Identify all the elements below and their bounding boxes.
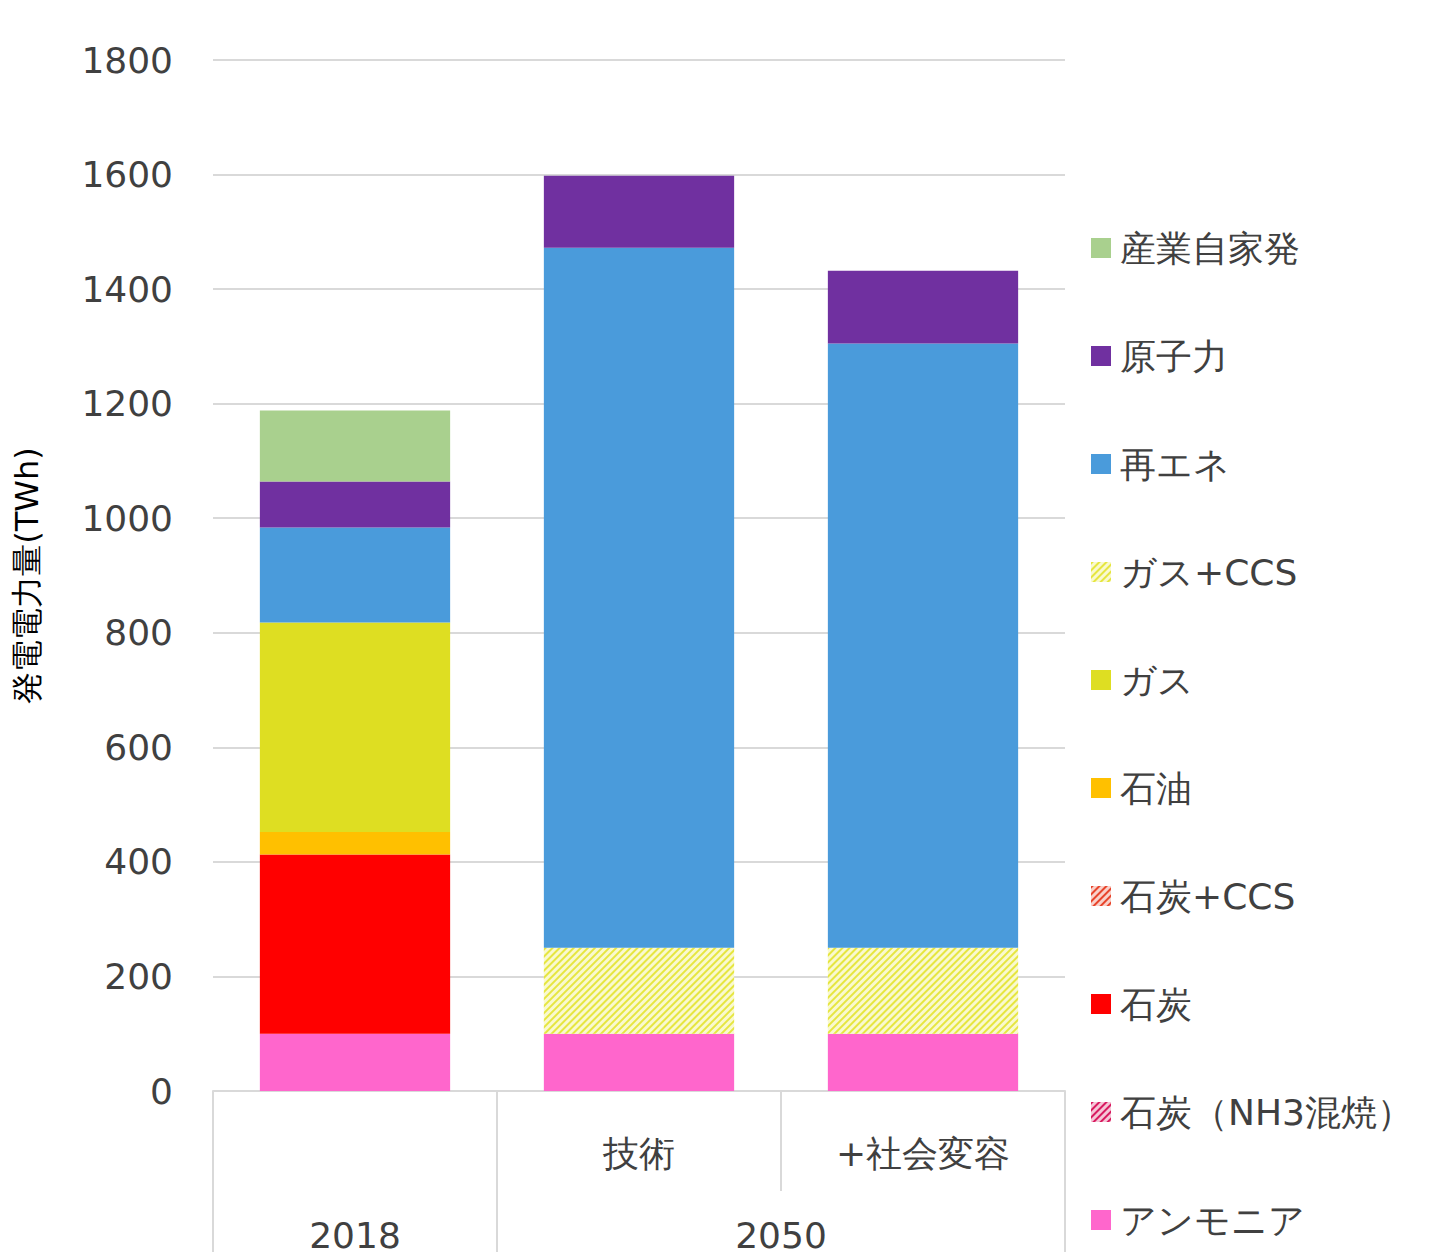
svg-text:200: 200 — [104, 956, 173, 997]
svg-text:+社会変容: +社会変容 — [836, 1133, 1010, 1174]
svg-text:石炭: 石炭 — [1120, 984, 1192, 1025]
svg-text:600: 600 — [104, 727, 173, 768]
svg-text:1600: 1600 — [81, 154, 173, 195]
svg-text:1000: 1000 — [81, 498, 173, 539]
svg-text:0: 0 — [150, 1071, 173, 1112]
svg-text:400: 400 — [104, 841, 173, 882]
svg-text:800: 800 — [104, 612, 173, 653]
svg-text:1800: 1800 — [81, 40, 173, 81]
svg-text:再エネ: 再エネ — [1120, 444, 1230, 485]
svg-text:発電電力量(TWh): 発電電力量(TWh) — [8, 447, 46, 703]
svg-text:石油: 石油 — [1120, 768, 1192, 809]
svg-text:1400: 1400 — [81, 269, 173, 310]
svg-text:2050: 2050 — [735, 1215, 827, 1252]
svg-text:アンモニア: アンモニア — [1120, 1200, 1305, 1241]
svg-text:産業自家発: 産業自家発 — [1120, 228, 1300, 269]
svg-text:石炭（NH3混焼）: 石炭（NH3混焼） — [1120, 1092, 1413, 1133]
svg-text:石炭+CCS: 石炭+CCS — [1120, 876, 1295, 917]
svg-text:原子力: 原子力 — [1120, 336, 1228, 377]
svg-text:1200: 1200 — [81, 383, 173, 424]
svg-text:2018: 2018 — [309, 1215, 401, 1252]
svg-text:ガス: ガス — [1120, 660, 1194, 701]
svg-text:ガス+CCS: ガス+CCS — [1120, 552, 1297, 593]
svg-text:技術: 技術 — [602, 1133, 675, 1174]
